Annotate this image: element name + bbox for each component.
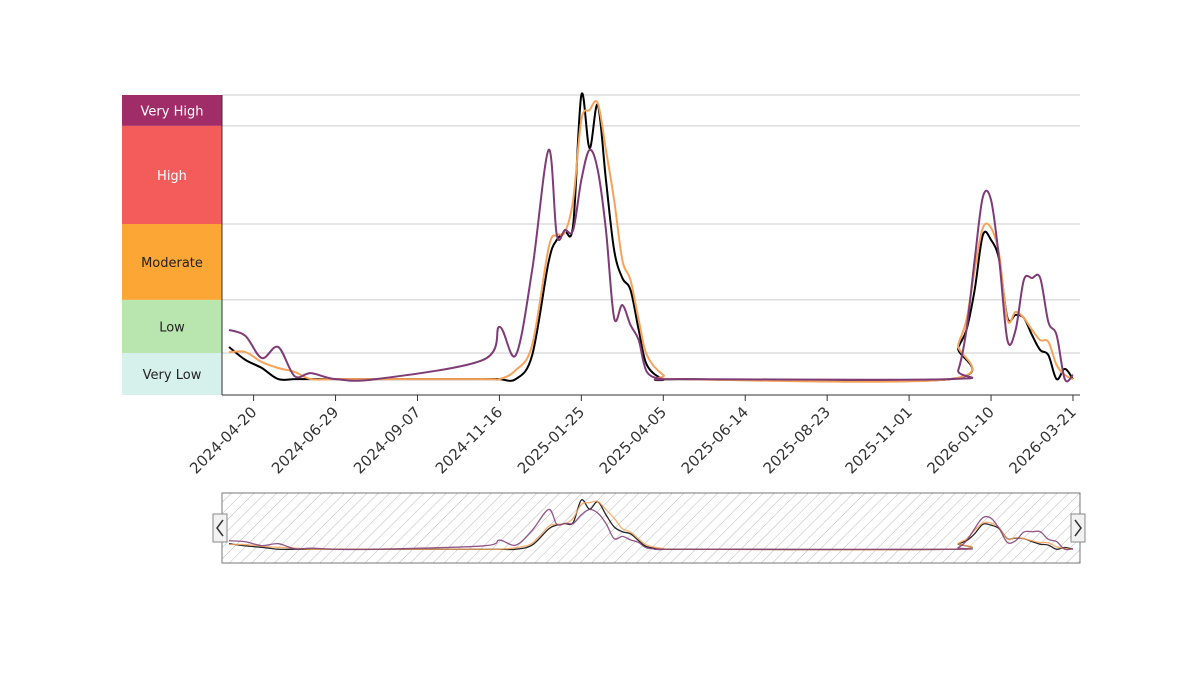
level-label: Moderate xyxy=(141,256,203,271)
level-band xyxy=(122,125,222,224)
level-band xyxy=(122,353,222,395)
series-line xyxy=(228,99,1074,383)
x-tick-label: 2026-03-21 xyxy=(1005,403,1079,477)
level-band xyxy=(122,299,222,353)
x-tick-label: 2025-04-05 xyxy=(596,403,670,477)
x-tick-label: 2024-11-16 xyxy=(432,403,506,477)
x-tick-label: 2024-04-20 xyxy=(186,403,260,477)
x-tick-label: 2025-06-14 xyxy=(678,403,752,477)
x-tick-label: 2024-06-29 xyxy=(268,403,342,477)
level-band xyxy=(122,95,222,126)
level-label: High xyxy=(157,169,187,184)
x-tick-label: 2024-09-07 xyxy=(350,403,424,477)
navigator-handle-left[interactable] xyxy=(212,513,228,543)
x-tick-label: 2025-01-25 xyxy=(514,403,588,477)
x-tick-label: 2025-11-01 xyxy=(842,403,916,477)
x-tick-label: 2025-08-23 xyxy=(760,403,834,477)
navigator[interactable] xyxy=(221,492,1081,564)
navigator-line xyxy=(228,508,1074,551)
level-label: Very High xyxy=(141,104,204,119)
series-line xyxy=(228,92,1074,383)
level-label: Very Low xyxy=(143,368,202,383)
navigator-handle-right[interactable] xyxy=(1070,513,1086,543)
x-tick-label: 2026-01-10 xyxy=(923,403,997,477)
level-label: Low xyxy=(159,320,185,335)
level-band xyxy=(122,224,222,300)
series-line xyxy=(228,148,1074,383)
